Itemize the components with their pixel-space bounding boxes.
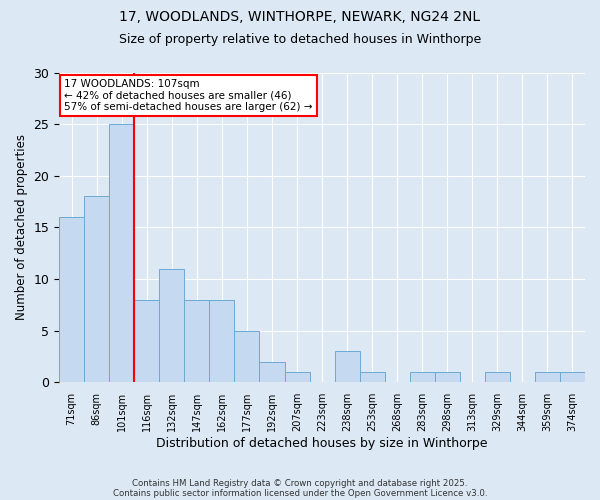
Bar (235, 330, 259, 382)
Bar (209, 300, 235, 382)
Text: Contains public sector information licensed under the Open Government Licence v3: Contains public sector information licen… (113, 488, 487, 498)
Bar (560, 372, 585, 382)
Bar (259, 362, 284, 382)
Bar (435, 372, 460, 382)
Bar (84, 196, 109, 382)
Bar (109, 124, 134, 382)
X-axis label: Distribution of detached houses by size in Winthorpe: Distribution of detached houses by size … (157, 437, 488, 450)
Bar (485, 372, 510, 382)
Bar (134, 300, 160, 382)
Bar (359, 372, 385, 382)
Bar (59, 217, 84, 382)
Bar (410, 372, 435, 382)
Bar (284, 372, 310, 382)
Text: Contains HM Land Registry data © Crown copyright and database right 2025.: Contains HM Land Registry data © Crown c… (132, 478, 468, 488)
Bar (335, 352, 359, 382)
Bar (160, 268, 184, 382)
Text: 17, WOODLANDS, WINTHORPE, NEWARK, NG24 2NL: 17, WOODLANDS, WINTHORPE, NEWARK, NG24 2… (119, 10, 481, 24)
Bar (184, 300, 209, 382)
Y-axis label: Number of detached properties: Number of detached properties (15, 134, 28, 320)
Text: 17 WOODLANDS: 107sqm
← 42% of detached houses are smaller (46)
57% of semi-detac: 17 WOODLANDS: 107sqm ← 42% of detached h… (64, 78, 313, 112)
Bar (535, 372, 560, 382)
Text: Size of property relative to detached houses in Winthorpe: Size of property relative to detached ho… (119, 32, 481, 46)
